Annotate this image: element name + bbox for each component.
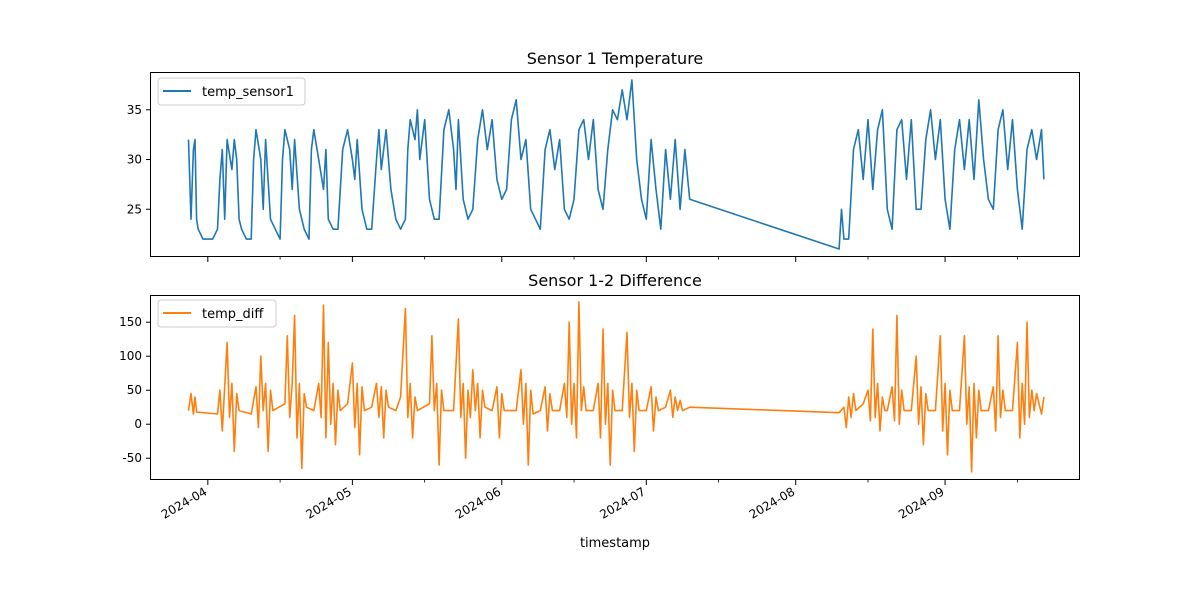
x-axis-label: timestamp xyxy=(580,536,650,551)
legend-label-temp-sensor1: temp_sensor1 xyxy=(202,85,294,100)
series-temp-sensor1 xyxy=(187,79,1045,250)
y-axis-ticks: 25 30 35 xyxy=(127,103,150,216)
legend: temp_diff xyxy=(157,299,277,328)
chart-title: Sensor 1 Temperature xyxy=(527,49,704,68)
legend-box xyxy=(157,299,277,328)
legend: temp_sensor1 xyxy=(157,77,306,106)
legend-label-temp-diff: temp_diff xyxy=(202,307,264,322)
y-tick-label: 100 xyxy=(119,349,142,363)
y-tick-label: -50 xyxy=(122,451,142,465)
y-axis-ticks: -50 0 50 100 150 xyxy=(119,315,150,465)
series-line-temp-diff xyxy=(187,301,1045,473)
y-tick-label: 0 xyxy=(134,417,142,431)
series-line-temp-sensor1 xyxy=(187,79,1045,250)
y-tick-label: 25 xyxy=(127,202,142,216)
plot-frame xyxy=(150,72,1080,257)
plot-frame xyxy=(150,295,1080,480)
y-tick-label: 35 xyxy=(127,103,142,117)
chart-title: Sensor 1-2 Difference xyxy=(528,271,702,290)
y-tick-label: 150 xyxy=(119,315,142,329)
series-temp-diff xyxy=(187,301,1045,473)
chart-sensor1-temperature: Sensor 1 Temperature 25 30 35 temp_sensor1 xyxy=(127,49,1080,262)
legend-box xyxy=(157,77,306,106)
y-tick-label: 30 xyxy=(127,153,142,167)
x-axis-ticks xyxy=(207,257,1018,262)
y-tick-label: 50 xyxy=(127,383,142,397)
